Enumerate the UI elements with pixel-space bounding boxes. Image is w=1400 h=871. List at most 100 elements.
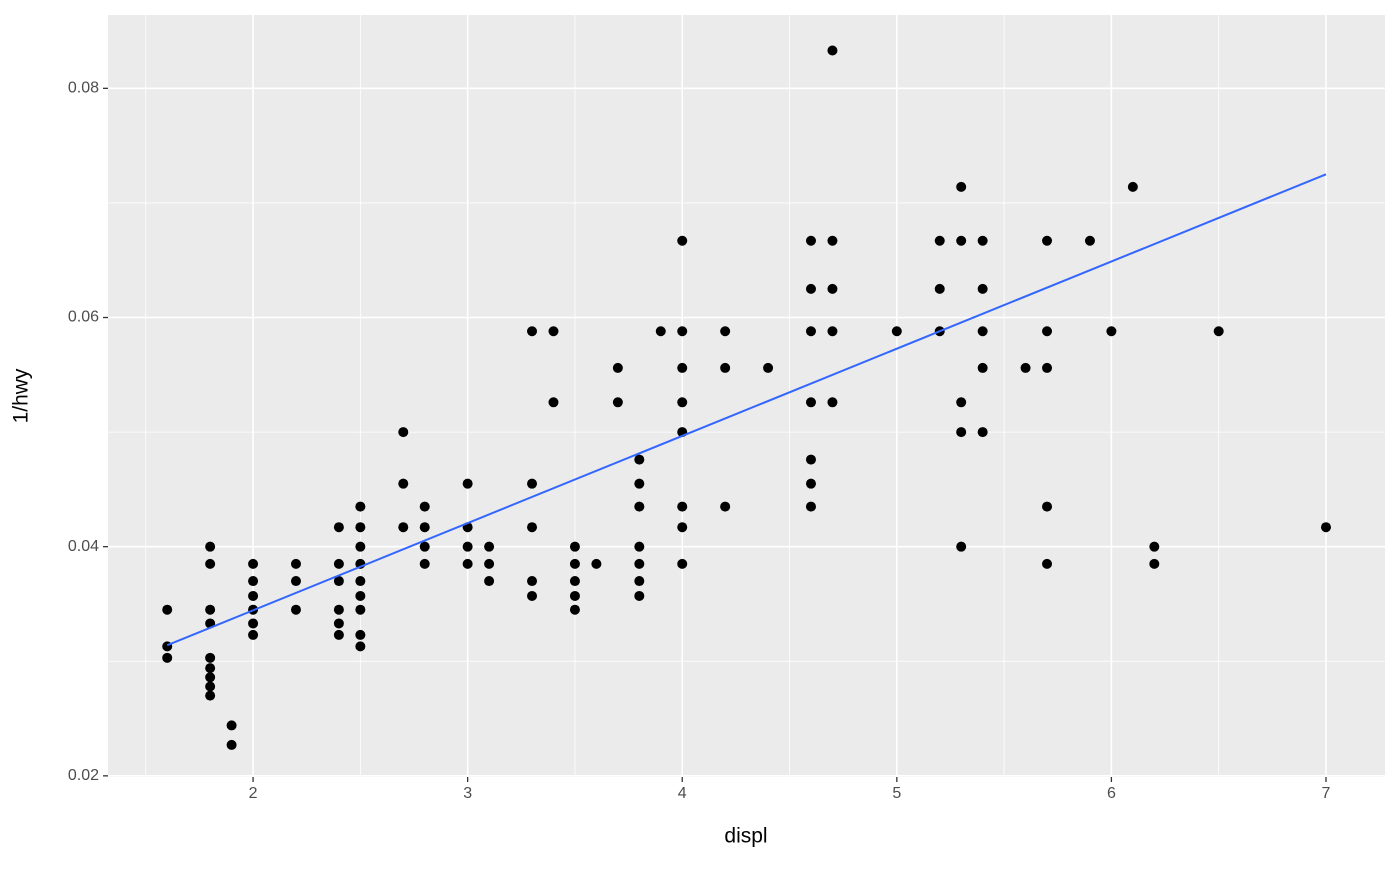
point xyxy=(355,590,366,601)
point xyxy=(355,501,366,512)
point xyxy=(805,478,816,489)
point xyxy=(1042,235,1053,246)
point xyxy=(634,541,645,552)
point xyxy=(934,283,945,294)
x-tick-label: 2 xyxy=(249,785,258,802)
point xyxy=(205,558,216,569)
point xyxy=(677,397,688,408)
x-tick-label: 5 xyxy=(892,785,901,802)
point xyxy=(1149,558,1160,569)
point xyxy=(355,576,366,587)
x-axis-title: displ xyxy=(724,825,767,848)
point xyxy=(527,576,538,587)
point xyxy=(484,541,495,552)
point xyxy=(634,501,645,512)
point xyxy=(634,454,645,465)
point xyxy=(205,541,216,552)
point xyxy=(763,362,774,373)
point xyxy=(977,326,988,337)
point xyxy=(720,362,731,373)
y-tick-label: 0.04 xyxy=(68,538,99,555)
point xyxy=(205,690,216,701)
x-tick-label: 3 xyxy=(463,785,472,802)
point xyxy=(527,522,538,533)
point xyxy=(1084,235,1095,246)
point xyxy=(484,576,495,587)
point xyxy=(419,541,430,552)
point xyxy=(934,235,945,246)
y-axis-title: 1/hwy xyxy=(10,368,33,423)
point xyxy=(827,326,838,337)
point xyxy=(677,501,688,512)
point xyxy=(333,618,344,629)
point xyxy=(548,397,559,408)
point xyxy=(720,501,731,512)
point xyxy=(162,652,173,663)
point xyxy=(462,558,473,569)
point xyxy=(205,672,216,683)
point xyxy=(677,235,688,246)
point xyxy=(1106,326,1117,337)
point xyxy=(1149,541,1160,552)
point xyxy=(205,681,216,692)
point xyxy=(612,397,623,408)
point xyxy=(827,45,838,56)
point xyxy=(1042,501,1053,512)
x-tick-label: 4 xyxy=(678,785,687,802)
point xyxy=(398,427,409,438)
point xyxy=(677,362,688,373)
point xyxy=(248,629,259,640)
point xyxy=(720,326,731,337)
point xyxy=(977,362,988,373)
x-tick-label: 6 xyxy=(1107,785,1116,802)
point xyxy=(977,283,988,294)
point xyxy=(634,576,645,587)
point xyxy=(956,181,967,192)
point xyxy=(956,397,967,408)
point xyxy=(805,235,816,246)
point xyxy=(677,558,688,569)
point xyxy=(956,541,967,552)
point xyxy=(355,522,366,533)
point xyxy=(333,522,344,533)
point xyxy=(162,604,173,615)
point xyxy=(1042,362,1053,373)
point xyxy=(333,576,344,587)
point xyxy=(569,590,580,601)
point xyxy=(355,629,366,640)
point xyxy=(569,541,580,552)
y-tick-label: 0.08 xyxy=(68,80,99,97)
x-tick-label: 7 xyxy=(1322,785,1331,802)
point xyxy=(1213,326,1224,337)
point xyxy=(891,326,902,337)
point xyxy=(248,618,259,629)
point xyxy=(419,501,430,512)
point xyxy=(205,604,216,615)
point xyxy=(655,326,666,337)
point xyxy=(462,478,473,489)
point xyxy=(569,604,580,615)
point xyxy=(634,478,645,489)
point xyxy=(977,235,988,246)
point xyxy=(1020,362,1031,373)
point xyxy=(827,283,838,294)
point xyxy=(805,283,816,294)
point xyxy=(248,590,259,601)
point xyxy=(956,427,967,438)
y-tick-label: 0.02 xyxy=(68,767,99,784)
point xyxy=(248,576,259,587)
point xyxy=(462,541,473,552)
point xyxy=(805,501,816,512)
point xyxy=(205,663,216,674)
point xyxy=(419,558,430,569)
point xyxy=(398,478,409,489)
point xyxy=(827,235,838,246)
point xyxy=(419,522,430,533)
point xyxy=(956,235,967,246)
point xyxy=(398,522,409,533)
point xyxy=(1042,326,1053,337)
y-tick-label: 0.06 xyxy=(68,309,99,326)
point xyxy=(677,522,688,533)
